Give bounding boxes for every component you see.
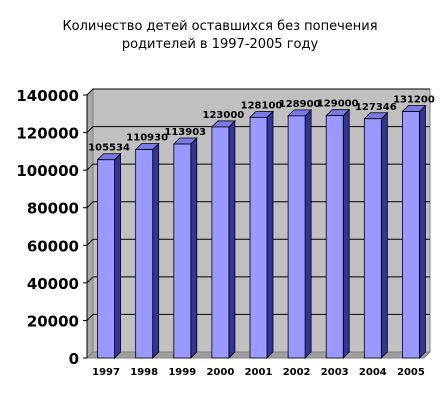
y-tick-label: 140000 [16, 87, 79, 105]
bar-side [114, 152, 121, 359]
bar-side [190, 137, 198, 359]
bar [173, 143, 192, 359]
y-tick-label: 20000 [27, 312, 79, 330]
bar [325, 115, 344, 359]
gridline-side [86, 88, 94, 96]
y-tick-label: 100000 [16, 162, 79, 180]
bar [135, 149, 154, 359]
gridline-side [86, 276, 94, 284]
bar-side [380, 111, 388, 359]
data-label: 131200 [393, 95, 435, 106]
bar [97, 159, 115, 359]
x-tick-label: 2002 [283, 367, 311, 378]
y-tick-label: 60000 [27, 237, 79, 255]
x-tick-label: 1999 [168, 367, 196, 378]
x-tick-label: 2003 [321, 367, 349, 378]
data-label: 110930 [126, 133, 168, 144]
x-tick-label: 2005 [397, 367, 425, 378]
data-label: 113903 [164, 127, 206, 138]
data-label: 123000 [203, 110, 245, 121]
x-tick-label: 1998 [130, 367, 158, 378]
bar-side [342, 108, 350, 359]
gridline-side [86, 238, 94, 246]
bar [287, 115, 306, 359]
bar-side [419, 104, 426, 359]
gridline-side [86, 201, 94, 209]
bar [249, 116, 268, 359]
chart-title-line-1: Количество детей оставшихся без попечени… [62, 19, 377, 34]
y-tick-label: 40000 [27, 275, 79, 293]
data-label: 127346 [355, 102, 397, 113]
bar-side [304, 108, 312, 359]
bar [363, 118, 382, 359]
x-tick-label: 1997 [92, 367, 120, 378]
y-tick-label: 0 [69, 350, 79, 368]
bar-side [266, 110, 274, 359]
bar-side [228, 119, 236, 359]
bar [402, 111, 420, 359]
data-label: 128100 [241, 100, 283, 111]
chart-title-line-2: родителей в 1997-2005 году [122, 37, 319, 52]
x-tick-label: 2001 [245, 367, 273, 378]
y-tick-label: 80000 [27, 200, 79, 218]
gridline-side [86, 126, 94, 133]
gridline-side [86, 314, 94, 321]
data-label: 128900 [279, 99, 321, 110]
bar [211, 126, 230, 359]
bar-side [152, 142, 160, 359]
data-label: 129000 [317, 99, 359, 110]
x-tick-label: 2000 [206, 367, 234, 378]
y-tick-label: 120000 [16, 125, 79, 143]
x-tick-label: 2004 [359, 367, 387, 378]
data-label: 105534 [88, 143, 130, 154]
gridline-side [86, 163, 94, 171]
